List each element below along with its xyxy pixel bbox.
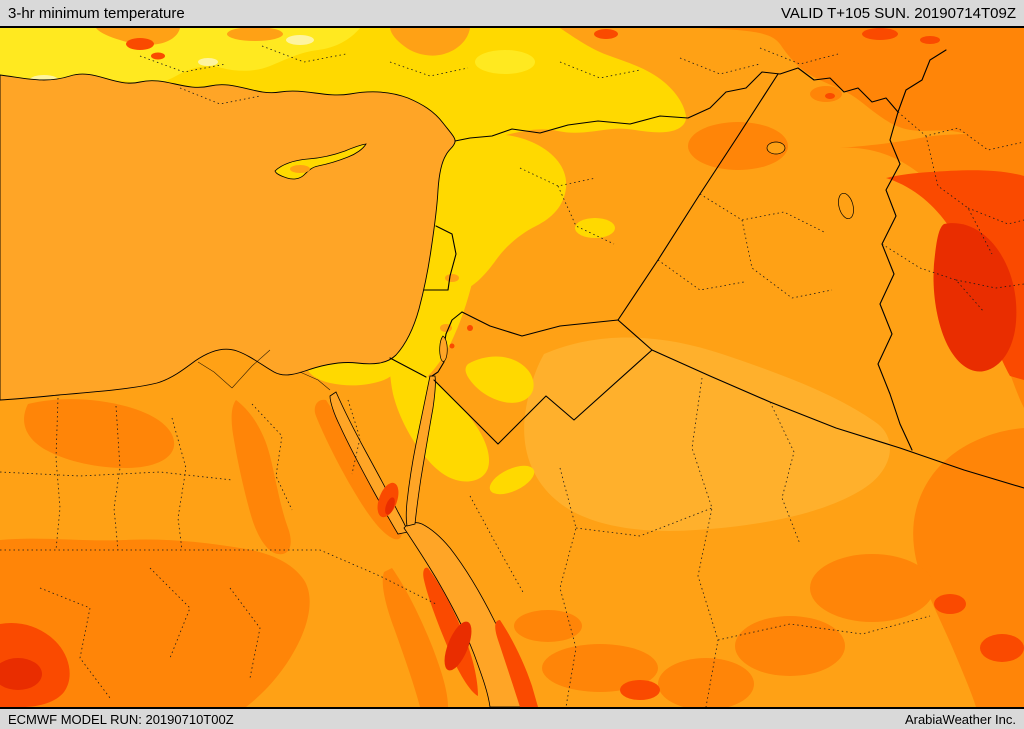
admin-egypt-2	[113, 405, 121, 551]
region-top-red-spot-1	[126, 38, 154, 50]
region-redsea-streak-west	[423, 567, 478, 696]
region-armenia-red-dot	[825, 93, 835, 99]
region-pale-spot-4	[286, 35, 314, 45]
admin-south-egypt-2	[149, 567, 191, 659]
admin-turkey-2	[261, 45, 347, 63]
admin-egypt-5	[251, 403, 293, 511]
footer-bar: ECMWF MODEL RUN: 20190710T00Z ArabiaWeat…	[0, 707, 1024, 729]
region-bright-spot-anatolia	[475, 50, 535, 74]
region-top-orange-patch-1	[96, 28, 180, 45]
region-redsea-streak-east	[495, 620, 538, 707]
admin-iran-4	[881, 243, 985, 313]
admin-turkey-6	[179, 87, 261, 105]
region-suez-red-core	[385, 497, 395, 515]
region-topright-dark-orange	[700, 28, 1024, 148]
region-top-orange-patch-2	[227, 28, 283, 41]
region-saudi-dark-blob-1	[810, 554, 934, 622]
region-east-red-core	[933, 223, 1017, 372]
border-turkey-iran	[897, 49, 947, 113]
region-armenia-dark-spot	[810, 86, 842, 102]
region-nile-valley-dark	[231, 400, 291, 555]
weather-map	[0, 28, 1024, 707]
lake-dead-sea	[439, 335, 448, 362]
border-lebanon	[423, 225, 457, 291]
region-east-red	[886, 170, 1024, 380]
region-egypt-dark-west	[24, 399, 175, 468]
admin-saudi-3	[575, 507, 713, 537]
credit-label: ArabiaWeather Inc.	[904, 711, 1016, 727]
map-title: 3-hr minimum temperature	[8, 4, 185, 22]
admin-saudi-5	[769, 401, 801, 545]
admin-saudi-1	[559, 467, 577, 707]
admin-syria-2	[557, 185, 615, 245]
region-syria-yellow-spot	[575, 218, 615, 238]
map-svg	[0, 28, 1024, 707]
region-niraq-dark-patch	[688, 122, 788, 170]
region-levant-red-dot-2	[449, 343, 455, 349]
region-se-red-spot-2	[934, 594, 966, 614]
admin-saudi-west	[469, 495, 525, 595]
admin-egypt-1	[55, 397, 61, 551]
region-north-saudi-light	[524, 337, 890, 531]
region-redsea-west-dark	[382, 568, 448, 707]
region-sw-red-core	[0, 658, 42, 690]
admin-turkey-3	[389, 61, 469, 77]
region-saudi-dark-blob-5	[514, 610, 582, 642]
region-topright-red-spot-2	[920, 36, 940, 44]
admin-iraq-3	[657, 259, 745, 291]
region-top-orange-patch-3	[390, 28, 470, 56]
region-se-red-spot-1	[980, 634, 1024, 662]
region-saudi-dark-blob-2	[735, 616, 845, 676]
region-nw-saudi-yellow	[489, 465, 535, 495]
admin-sinai	[347, 399, 361, 475]
border-jordan-saudi	[433, 349, 653, 445]
region-top-red-spot-2	[151, 52, 165, 60]
lake-urmia	[838, 192, 854, 220]
region-saudi-dark-blob-4	[542, 644, 658, 692]
admin-iran-5	[955, 279, 1024, 289]
admin-iran-3	[967, 207, 1024, 225]
region-levant-red-dot-1	[467, 325, 473, 331]
border-iran-iraq	[877, 111, 913, 451]
canal-suez	[299, 371, 331, 391]
border-turkey-south	[454, 67, 899, 142]
admin-turkey-5	[679, 57, 761, 75]
region-saudi-dark-blob-3	[658, 658, 754, 707]
river-nile-delta	[197, 349, 271, 389]
border-syria-jordan	[461, 311, 619, 337]
region-levant-orange-spot-1	[445, 274, 459, 282]
admin-saudi-4	[717, 615, 931, 641]
header-bar: 3-hr minimum temperature VALID T+105 SUN…	[0, 0, 1024, 28]
border-egypt-israel	[389, 357, 427, 378]
region-top-red-spot-3	[594, 29, 618, 39]
border-jordan-iraq	[617, 319, 653, 351]
border-iraq-saudi	[651, 349, 1024, 489]
region-south-egypt-dark	[0, 538, 310, 707]
admin-south-egypt-3	[229, 587, 261, 679]
region-redsea-red-core	[444, 621, 472, 671]
model-run-label: ECMWF MODEL RUN: 20190710T00Z	[8, 711, 234, 727]
region-negev-yellow	[389, 350, 490, 482]
region-jordan-yellow-patch	[465, 356, 534, 403]
region-pale-spot-5	[198, 58, 218, 66]
sea-gulf-of-aqaba	[405, 375, 436, 527]
admin-turkey-7	[759, 47, 839, 65]
lake-van	[766, 141, 786, 155]
valid-time-label: VALID T+105 SUN. 20190714T09Z	[780, 4, 1016, 22]
admin-egypt-3	[171, 417, 187, 551]
region-levant-yellow	[391, 134, 490, 382]
region-topright-red-spot-1	[862, 28, 898, 40]
island-cyprus-warm-spot	[290, 165, 310, 173]
region-west-syria-yellow	[458, 134, 567, 289]
admin-turkey-4	[559, 61, 641, 79]
admin-syria-1	[519, 167, 597, 187]
region-bottom-red-spot	[620, 680, 660, 700]
admin-saudi-2	[691, 377, 719, 707]
